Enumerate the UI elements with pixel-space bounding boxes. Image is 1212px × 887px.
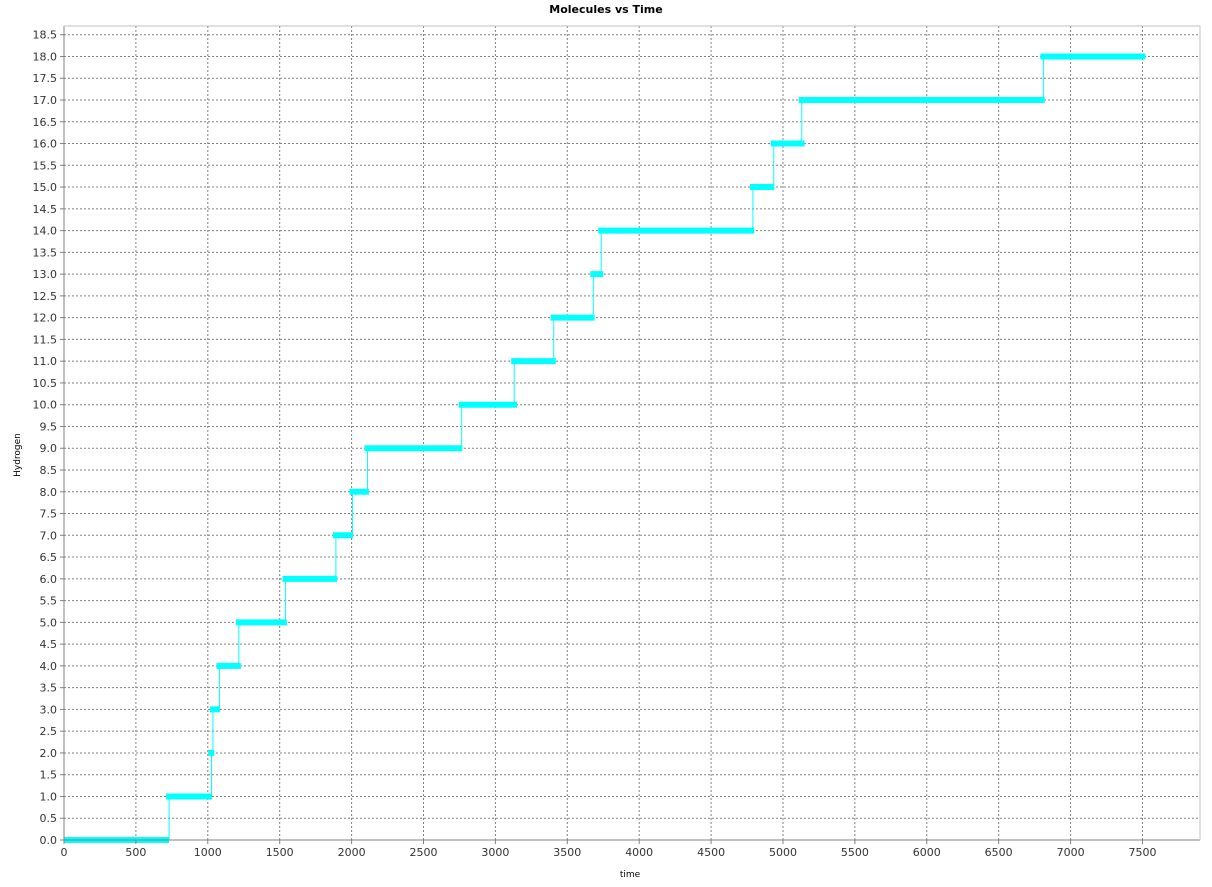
y-tick-label: 0.0	[40, 834, 58, 847]
y-tick-label: 0.5	[40, 812, 58, 825]
y-tick-label: 10.5	[33, 377, 58, 390]
y-tick-label: 5.5	[40, 595, 58, 608]
y-tick-label: 8.0	[40, 486, 58, 499]
y-tick-label: 16.5	[33, 116, 58, 129]
y-axis-label: Hydrogen	[13, 433, 23, 477]
axes-layer	[63, 25, 1201, 841]
x-tick-label: 0	[61, 846, 68, 859]
series-layer	[64, 53, 1146, 843]
x-tick-label: 2500	[409, 846, 437, 859]
y-tick-label: 3.0	[40, 703, 58, 716]
ticks-layer: 0 500 1000 1500 2000 2500 3000 3500 4000 4500 5000…	[33, 29, 1157, 859]
y-tick-label: 4.0	[40, 660, 58, 673]
x-tick-label: 6500	[985, 846, 1013, 859]
grid-layer	[64, 26, 1200, 840]
y-tick-label: 12.0	[33, 312, 58, 325]
y-tick-label: 11.0	[33, 355, 58, 368]
y-tick-label: 6.5	[40, 551, 58, 564]
plot-area	[64, 26, 1200, 840]
y-tick-label: 17.0	[33, 94, 58, 107]
y-tick-label: 10.0	[33, 399, 58, 412]
x-tick-label: 2000	[338, 846, 366, 859]
y-tick-label: 15.0	[33, 181, 58, 194]
x-tick-label: 4000	[625, 846, 653, 859]
y-tick-label: 8.5	[40, 464, 58, 477]
y-tick-label: 15.5	[33, 159, 58, 172]
y-tick-label: 11.5	[33, 333, 58, 346]
y-tick-label: 13.5	[33, 246, 58, 259]
y-tick-label: 16.0	[33, 138, 58, 151]
y-tick-label: 18.5	[33, 29, 58, 42]
x-tick-label: 5000	[769, 846, 797, 859]
x-tick-label: 5500	[841, 846, 869, 859]
y-tick-label: 2.5	[40, 725, 58, 738]
x-tick-label: 3000	[481, 846, 509, 859]
y-tick-label: 9.0	[40, 442, 58, 455]
x-tick-label: 1000	[194, 846, 222, 859]
x-tick-label: 6000	[913, 846, 941, 859]
chart-title: Molecules vs Time	[549, 3, 662, 16]
y-tick-label: 14.0	[33, 225, 58, 238]
y-tick-label: 12.5	[33, 290, 58, 303]
y-tick-label: 13.0	[33, 268, 58, 281]
x-tick-label: 7000	[1057, 846, 1085, 859]
x-tick-label: 7500	[1128, 846, 1156, 859]
y-tick-label: 1.0	[40, 790, 58, 803]
y-tick-label: 7.0	[40, 529, 58, 542]
y-tick-label: 6.0	[40, 573, 58, 586]
y-tick-label: 1.5	[40, 769, 58, 782]
x-tick-label: 4500	[697, 846, 725, 859]
y-tick-label: 18.0	[33, 50, 58, 63]
y-tick-label: 5.0	[40, 616, 58, 629]
y-tick-label: 17.5	[33, 72, 58, 85]
x-axis-label: time	[620, 870, 641, 880]
y-tick-label: 2.0	[40, 747, 58, 760]
x-tick-label: 1500	[266, 846, 294, 859]
y-tick-label: 9.5	[40, 420, 58, 433]
y-tick-label: 3.5	[40, 682, 58, 695]
series	[64, 53, 1146, 843]
y-tick-label: 4.5	[40, 638, 58, 651]
y-tick-label: 14.5	[33, 203, 58, 216]
y-tick-label: 7.5	[40, 508, 58, 521]
x-tick-label: 500	[125, 846, 146, 859]
x-tick-label: 3500	[553, 846, 581, 859]
